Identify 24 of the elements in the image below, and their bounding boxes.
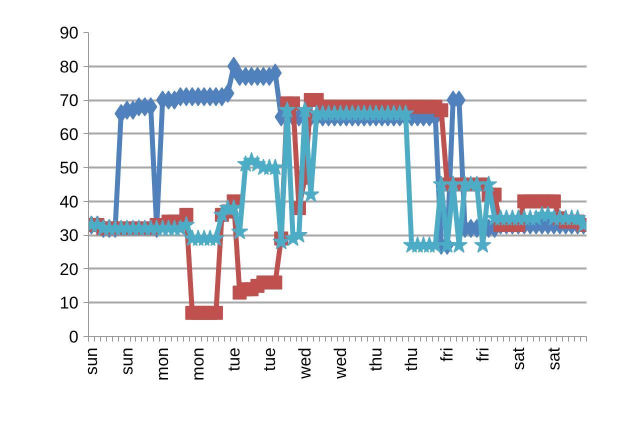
x-tick-label: sat — [508, 347, 528, 370]
y-tick-label: 0 — [69, 328, 79, 346]
y-tick-label: 90 — [60, 24, 79, 42]
x-tick-label: thu — [366, 347, 386, 372]
x-tick-label: wed — [295, 348, 314, 380]
x-tick-label: mon — [188, 347, 208, 381]
x-tick-label: sat — [544, 347, 564, 370]
y-tick-label: 30 — [60, 226, 79, 246]
x-tick-label: mon — [153, 347, 172, 381]
y-tick-label: 80 — [60, 57, 79, 76]
x-tick-label: sun — [118, 347, 137, 375]
x-tick-label: fri — [438, 347, 457, 362]
x-tick-label: wed — [330, 348, 350, 380]
x-tick-label: tue — [224, 347, 244, 372]
x-tick-label: thu — [402, 347, 422, 372]
y-tick-label: 20 — [60, 260, 79, 279]
x-tick-label: fri — [473, 347, 492, 362]
y-tick-label: 60 — [60, 124, 79, 144]
y-tick-label: 40 — [60, 192, 79, 212]
y-tick-label: 10 — [60, 294, 79, 313]
y-tick-label: 50 — [60, 158, 79, 178]
y-tick-label: 70 — [60, 91, 79, 110]
x-tick-label: tue — [260, 347, 279, 372]
x-tick-label: sun — [82, 347, 101, 375]
